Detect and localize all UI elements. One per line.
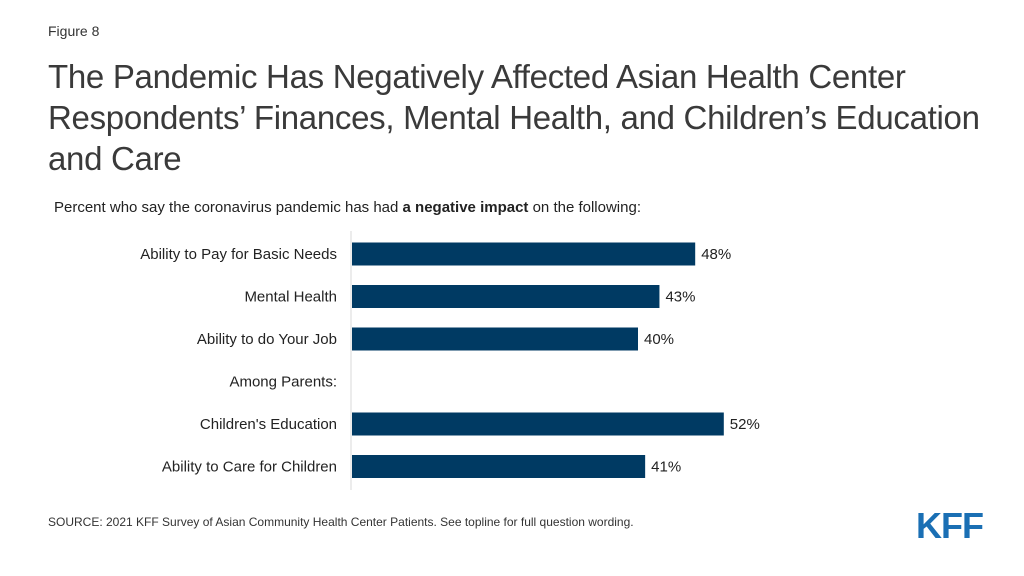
bar [352, 327, 638, 351]
data-label: 43% [665, 289, 695, 306]
bar [352, 455, 646, 478]
category-label: Ability to Pay for Basic Needs [140, 246, 337, 263]
logo-text: KFF [916, 507, 983, 543]
category-label: Children's Education [200, 416, 337, 433]
bar [352, 412, 724, 436]
data-label: 40% [644, 331, 674, 348]
figure-label: Figure 8 [48, 23, 100, 39]
category-label: Among Parents: [229, 374, 337, 391]
subtitle-bold: a negative impact [402, 199, 529, 216]
chart-subtitle: Percent who say the coronavirus pandemic… [54, 199, 641, 216]
bar-chart: Ability to Pay for Basic Needs 48% Mental … [140, 231, 760, 490]
data-label: 48% [701, 246, 731, 263]
subtitle-suffix: on the following: [528, 199, 641, 216]
bar [352, 285, 660, 308]
chart-title: The Pandemic Has Negatively Affected Asi… [48, 58, 980, 177]
bar [352, 242, 696, 266]
data-label: 52% [730, 416, 760, 433]
subtitle-prefix: Percent who say the coronavirus pandemic… [54, 199, 403, 216]
category-label: Ability to Care for Children [162, 459, 337, 476]
source-note: SOURCE: 2021 KFF Survey of Asian Communi… [48, 515, 634, 529]
category-label: Mental Health [244, 289, 337, 306]
data-label: 41% [651, 459, 681, 476]
kff-logo: KFF [916, 507, 984, 543]
category-label: Ability to do Your Job [197, 331, 337, 348]
